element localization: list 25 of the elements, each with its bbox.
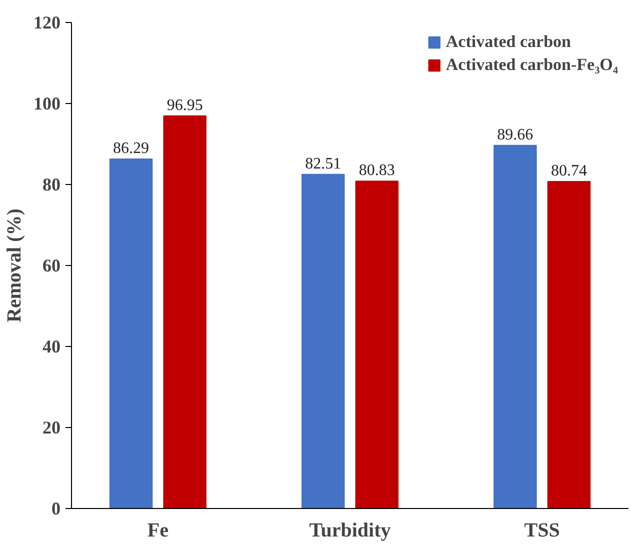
x-tick-label: Fe [147, 520, 169, 542]
bar [163, 115, 206, 508]
x-tick-label: Turbidity [309, 520, 391, 542]
data-label: 82.51 [305, 155, 342, 172]
y-axis-title: Removal (%) [4, 208, 26, 322]
y-tick-label: 20 [42, 418, 60, 438]
data-label: 80.83 [358, 162, 395, 180]
y-tick-label: 80 [42, 174, 60, 194]
bar [301, 174, 345, 508]
data-label: 80.74 [550, 162, 587, 180]
legend-label: Activated carbon [446, 32, 571, 52]
y-tick-label: 60 [42, 256, 60, 276]
bar [355, 180, 399, 508]
y-tick-label: 40 [42, 336, 60, 356]
bar [547, 181, 591, 508]
y-tick-label: 100 [34, 94, 60, 114]
data-label: 89.66 [497, 126, 534, 144]
y-tick-label: 0 [52, 498, 60, 518]
y-tick-label: 120 [34, 12, 60, 32]
data-label: 86.29 [113, 140, 150, 157]
bar [109, 158, 153, 508]
legend-label: Activated carbon-Fe₃O₄ [446, 55, 618, 75]
bar [494, 144, 537, 508]
x-tick-label: TSS [524, 520, 560, 542]
data-label: 96.95 [166, 96, 203, 114]
